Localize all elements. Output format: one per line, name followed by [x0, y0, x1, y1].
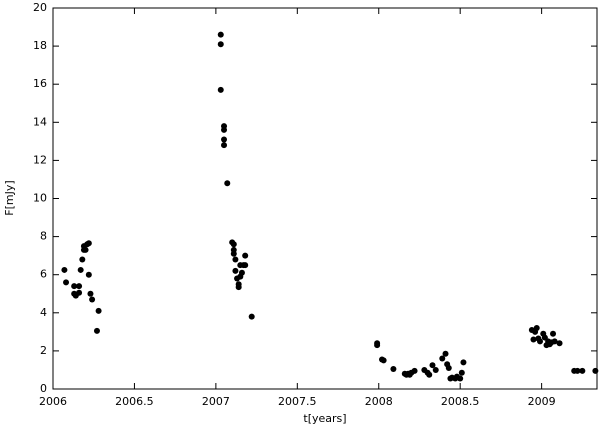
- x-tick-label: 2008.5: [441, 395, 480, 408]
- data-point: [221, 126, 228, 133]
- data-point: [232, 267, 239, 274]
- data-point: [217, 31, 224, 38]
- x-tick-label: 2007.5: [278, 395, 317, 408]
- y-tick-label: 8: [40, 230, 47, 243]
- data-point: [235, 284, 242, 291]
- data-point: [411, 367, 418, 374]
- data-point: [79, 256, 86, 263]
- data-point: [248, 313, 255, 320]
- y-tick-label: 2: [40, 344, 47, 357]
- data-point: [533, 325, 540, 332]
- data-point: [89, 296, 96, 303]
- data-point: [217, 86, 224, 93]
- data-point: [579, 367, 586, 374]
- data-point: [574, 367, 581, 374]
- x-tick-label: 2006: [39, 395, 67, 408]
- data-point: [429, 362, 436, 369]
- data-point: [390, 365, 397, 372]
- data-point: [439, 355, 446, 362]
- y-axis-label: F[mJy]: [3, 180, 16, 215]
- y-tick-label: 16: [33, 77, 47, 90]
- data-point: [458, 369, 465, 376]
- y-tick-label: 6: [40, 268, 47, 281]
- data-point: [77, 266, 84, 273]
- data-point: [230, 250, 237, 257]
- y-tick-label: 20: [33, 1, 47, 14]
- data-point: [432, 366, 439, 373]
- data-point: [530, 336, 537, 343]
- data-point: [536, 338, 543, 345]
- data-point: [85, 271, 92, 278]
- data-point: [63, 279, 70, 286]
- data-point: [85, 240, 92, 247]
- data-point: [221, 136, 228, 143]
- data-point: [76, 289, 83, 296]
- data-point: [93, 327, 100, 334]
- data-point: [242, 252, 249, 259]
- data-point: [95, 307, 102, 314]
- y-tick-label: 14: [33, 115, 47, 128]
- x-tick-label: 2009: [528, 395, 556, 408]
- data-point: [442, 350, 449, 357]
- plot-frame: [52, 7, 598, 390]
- y-tick-label: 18: [33, 39, 47, 52]
- data-point: [76, 283, 83, 290]
- data-point: [550, 330, 557, 337]
- data-point: [445, 365, 452, 372]
- data-point: [71, 283, 78, 290]
- data-point: [460, 359, 467, 366]
- y-tick-label: 0: [40, 382, 47, 395]
- data-point: [592, 367, 599, 374]
- data-point: [457, 375, 464, 382]
- data-point: [556, 340, 563, 347]
- data-point: [87, 290, 94, 297]
- data-point: [61, 266, 68, 273]
- data-point: [238, 269, 245, 276]
- y-tick-label: 10: [33, 192, 47, 205]
- data-point: [217, 41, 224, 48]
- y-tick-label: 4: [40, 306, 47, 319]
- data-point: [221, 142, 228, 149]
- data-point: [224, 180, 231, 187]
- x-tick-label: 2006.5: [115, 395, 154, 408]
- x-tick-label: 2007: [202, 395, 230, 408]
- data-point: [380, 357, 387, 364]
- data-point: [426, 371, 433, 378]
- data-point: [374, 342, 381, 349]
- data-point: [232, 256, 239, 263]
- x-axis-label: t[years]: [303, 412, 346, 425]
- data-point: [551, 338, 558, 345]
- data-point: [82, 246, 89, 253]
- y-tick-label: 12: [33, 153, 47, 166]
- data-point: [230, 241, 237, 248]
- x-tick-label: 2008: [365, 395, 393, 408]
- data-point: [242, 262, 249, 269]
